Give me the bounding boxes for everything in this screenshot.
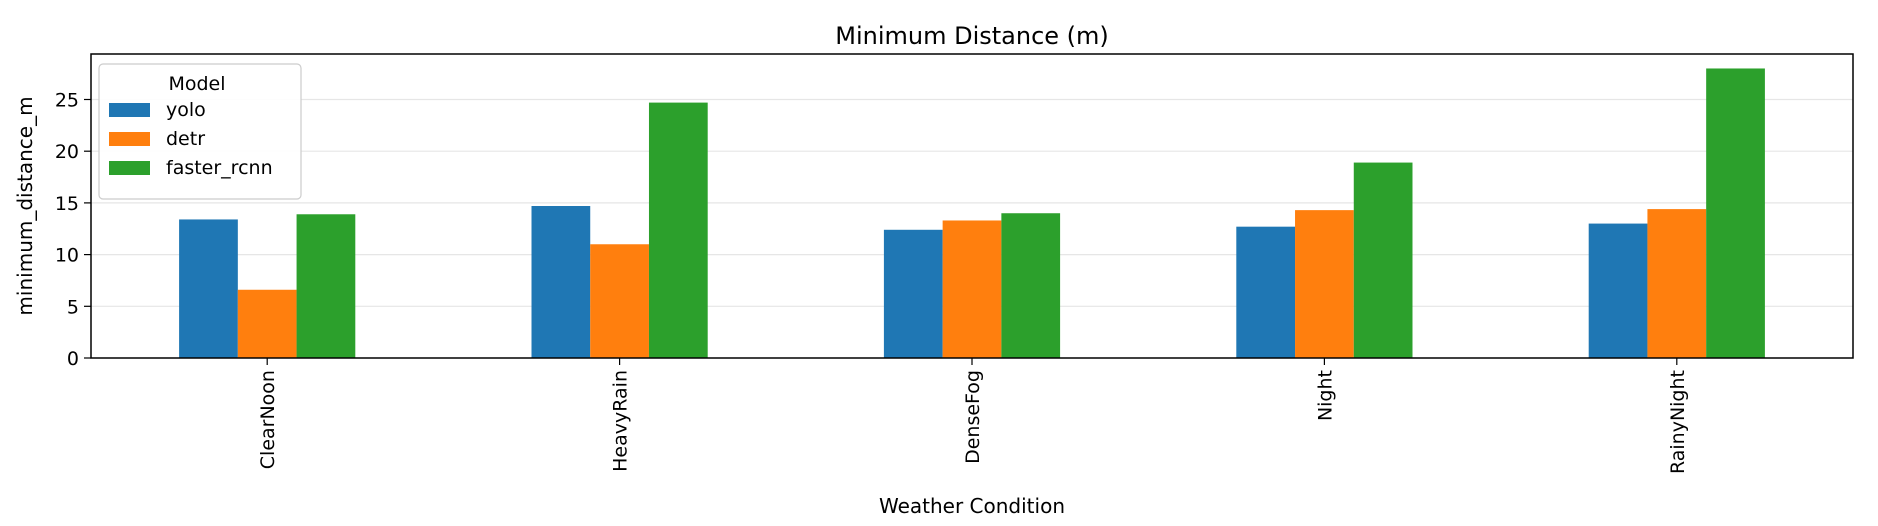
legend-swatch-faster_rcnn xyxy=(109,161,150,175)
bar-faster_rcnn-Night xyxy=(1353,162,1413,358)
bar-faster_rcnn-RainyNight xyxy=(1706,68,1765,358)
y-tick-label: 5 xyxy=(67,296,79,318)
x-tick-label: Night xyxy=(1314,370,1336,421)
legend-swatch-yolo xyxy=(109,103,150,117)
bar-yolo-DenseFog xyxy=(883,229,943,358)
bar-detr-DenseFog xyxy=(942,220,1002,358)
x-axis-label: Weather Condition xyxy=(879,494,1065,518)
bar-yolo-Night xyxy=(1236,226,1296,358)
bar-faster_rcnn-HeavyRain xyxy=(648,102,708,359)
bar-yolo-ClearNoon xyxy=(179,219,238,358)
bar-faster_rcnn-DenseFog xyxy=(1001,213,1061,358)
chart-title: Minimum Distance (m) xyxy=(835,22,1109,50)
y-axis-ticks: 0 5 10 15 20 25 xyxy=(55,89,91,370)
bar-series xyxy=(179,68,1765,359)
x-tick-label: HeavyRain xyxy=(610,370,632,472)
bar-detr-ClearNoon xyxy=(237,289,297,358)
x-tick-label: DenseFog xyxy=(962,370,984,464)
y-tick-label: 15 xyxy=(55,193,79,215)
y-tick-label: 25 xyxy=(55,89,79,111)
legend-label-faster_rcnn: faster_rcnn xyxy=(166,157,273,179)
y-tick-label: 10 xyxy=(55,245,79,267)
bar-yolo-RainyNight xyxy=(1588,223,1648,358)
legend-label-yolo: yolo xyxy=(166,99,206,121)
legend-title: Model xyxy=(168,73,225,95)
bar-detr-RainyNight xyxy=(1647,209,1707,358)
legend: Model yolo detr faster_rcnn xyxy=(98,63,302,200)
y-axis-label: minimum_distance_m xyxy=(13,96,37,315)
y-tick-label: 0 xyxy=(67,348,79,370)
x-tick-label: ClearNoon xyxy=(257,370,279,469)
x-axis-ticks: ClearNoon HeavyRain DenseFog Night RainyNigh… xyxy=(257,358,1689,474)
x-tick-label: RainyNight xyxy=(1667,370,1689,474)
grid-lines xyxy=(91,98,1853,307)
bar-faster_rcnn-ClearNoon xyxy=(296,214,356,358)
y-tick-label: 20 xyxy=(55,141,79,163)
bar-detr-HeavyRain xyxy=(590,244,649,358)
bar-detr-Night xyxy=(1295,210,1354,358)
legend-label-detr: detr xyxy=(166,128,205,150)
legend-swatch-detr xyxy=(109,132,150,146)
bar-yolo-HeavyRain xyxy=(531,206,591,358)
